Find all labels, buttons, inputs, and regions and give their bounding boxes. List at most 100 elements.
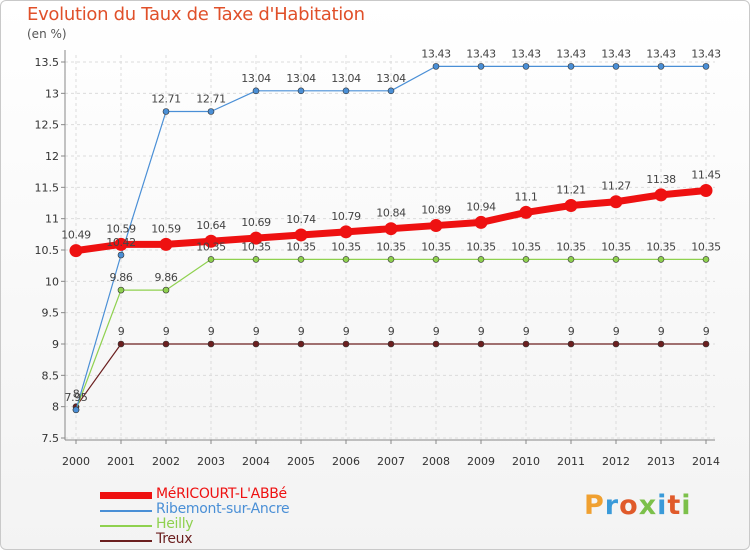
y-tick-label: 8 — [52, 401, 59, 414]
data-label: 9 — [523, 325, 530, 338]
data-label: 10.35 — [556, 240, 586, 253]
data-point — [432, 63, 440, 70]
data-label: 10.42 — [106, 236, 136, 249]
data-label: 9 — [343, 325, 350, 338]
data-point — [702, 63, 710, 70]
y-tick-label: 7.5 — [42, 432, 60, 445]
data-point — [162, 108, 170, 115]
logo-letter: r — [604, 490, 620, 521]
data-point — [429, 219, 443, 233]
legend-swatch — [100, 525, 152, 527]
logo-letter: P — [584, 490, 605, 521]
x-tick-label: 2003 — [197, 455, 225, 468]
data-label: 10.35 — [646, 240, 676, 253]
data-label: 13.43 — [646, 47, 676, 60]
data-point — [657, 256, 665, 263]
data-point — [612, 340, 620, 348]
data-label: 11.21 — [556, 184, 586, 197]
data-point — [114, 237, 128, 251]
data-point — [159, 237, 173, 251]
data-label: 11.45 — [691, 168, 721, 181]
data-label: 9 — [478, 325, 485, 338]
x-tick-label: 2006 — [332, 455, 360, 468]
data-label: 10.74 — [286, 213, 316, 226]
y-tick-label: 10 — [45, 275, 59, 288]
data-point — [297, 256, 305, 263]
data-label: 13.43 — [691, 47, 721, 60]
data-point — [657, 340, 665, 348]
data-label: 9.86 — [155, 271, 178, 284]
data-label: 9 — [568, 325, 575, 338]
legend-swatch — [100, 510, 152, 512]
x-tick-label: 2005 — [287, 455, 315, 468]
data-point — [519, 205, 533, 219]
data-label: 7.95 — [65, 391, 88, 404]
data-label: 10.59 — [106, 222, 136, 235]
y-tick-label: 11.5 — [35, 181, 60, 194]
data-point — [702, 256, 710, 263]
x-tick-label: 2002 — [152, 455, 180, 468]
data-label: 9.86 — [110, 271, 133, 284]
y-tick-label: 11 — [45, 213, 59, 226]
data-point — [432, 340, 440, 348]
data-label: 10.64 — [196, 219, 226, 232]
data-point — [474, 215, 488, 229]
data-point — [654, 188, 668, 202]
data-point — [612, 256, 620, 263]
unit-label: (en %) — [27, 27, 67, 41]
data-label: 9 — [163, 325, 170, 338]
data-point — [567, 256, 575, 263]
data-label: 10.49 — [61, 229, 91, 242]
data-label: 10.35 — [286, 240, 316, 253]
data-label: 11.27 — [601, 180, 631, 193]
data-label: 10.35 — [241, 240, 271, 253]
y-tick-label: 9.5 — [42, 307, 60, 320]
data-point — [522, 340, 530, 348]
data-point — [657, 63, 665, 70]
legend-label: Heilly — [156, 516, 194, 532]
data-label: 9 — [298, 325, 305, 338]
logo-letter: i — [681, 490, 692, 521]
legend-label: Ribemont-sur-Ancre — [156, 501, 290, 517]
data-label: 13.04 — [286, 72, 316, 85]
data-label: 10.69 — [241, 216, 271, 229]
data-label: 9 — [658, 325, 665, 338]
y-tick-label: 13.5 — [35, 56, 60, 69]
data-label: 13.04 — [331, 72, 361, 85]
data-point — [699, 183, 713, 197]
data-label: 10.84 — [376, 207, 406, 220]
data-label: 9 — [703, 325, 710, 338]
data-point — [609, 195, 623, 209]
data-label: 9 — [253, 325, 260, 338]
x-tick-label: 2009 — [467, 455, 495, 468]
y-tick-label: 8.5 — [42, 369, 60, 382]
data-label: 9 — [433, 325, 440, 338]
data-label: 10.35 — [421, 240, 451, 253]
data-label: 10.35 — [511, 240, 541, 253]
data-point — [117, 251, 125, 259]
data-point — [342, 87, 350, 95]
data-point — [162, 286, 170, 294]
x-tick-label: 2008 — [422, 455, 450, 468]
data-point — [162, 340, 170, 348]
data-label: 12.71 — [196, 93, 226, 106]
data-point — [207, 108, 215, 115]
data-label: 10.35 — [376, 240, 406, 253]
y-tick-label: 10.5 — [35, 244, 60, 257]
data-label: 13.43 — [466, 47, 496, 60]
x-tick-label: 2014 — [692, 455, 720, 468]
data-point — [252, 340, 260, 348]
data-label: 10.35 — [196, 240, 226, 253]
data-label: 8 — [73, 388, 80, 401]
data-point — [117, 286, 125, 294]
data-point — [477, 340, 485, 348]
data-point — [477, 63, 485, 70]
data-label: 13.43 — [511, 47, 541, 60]
data-label: 12.71 — [151, 93, 181, 106]
data-point — [522, 256, 530, 263]
data-point — [564, 199, 578, 213]
data-label: 11.1 — [515, 190, 538, 203]
data-label: 13.04 — [241, 72, 271, 85]
